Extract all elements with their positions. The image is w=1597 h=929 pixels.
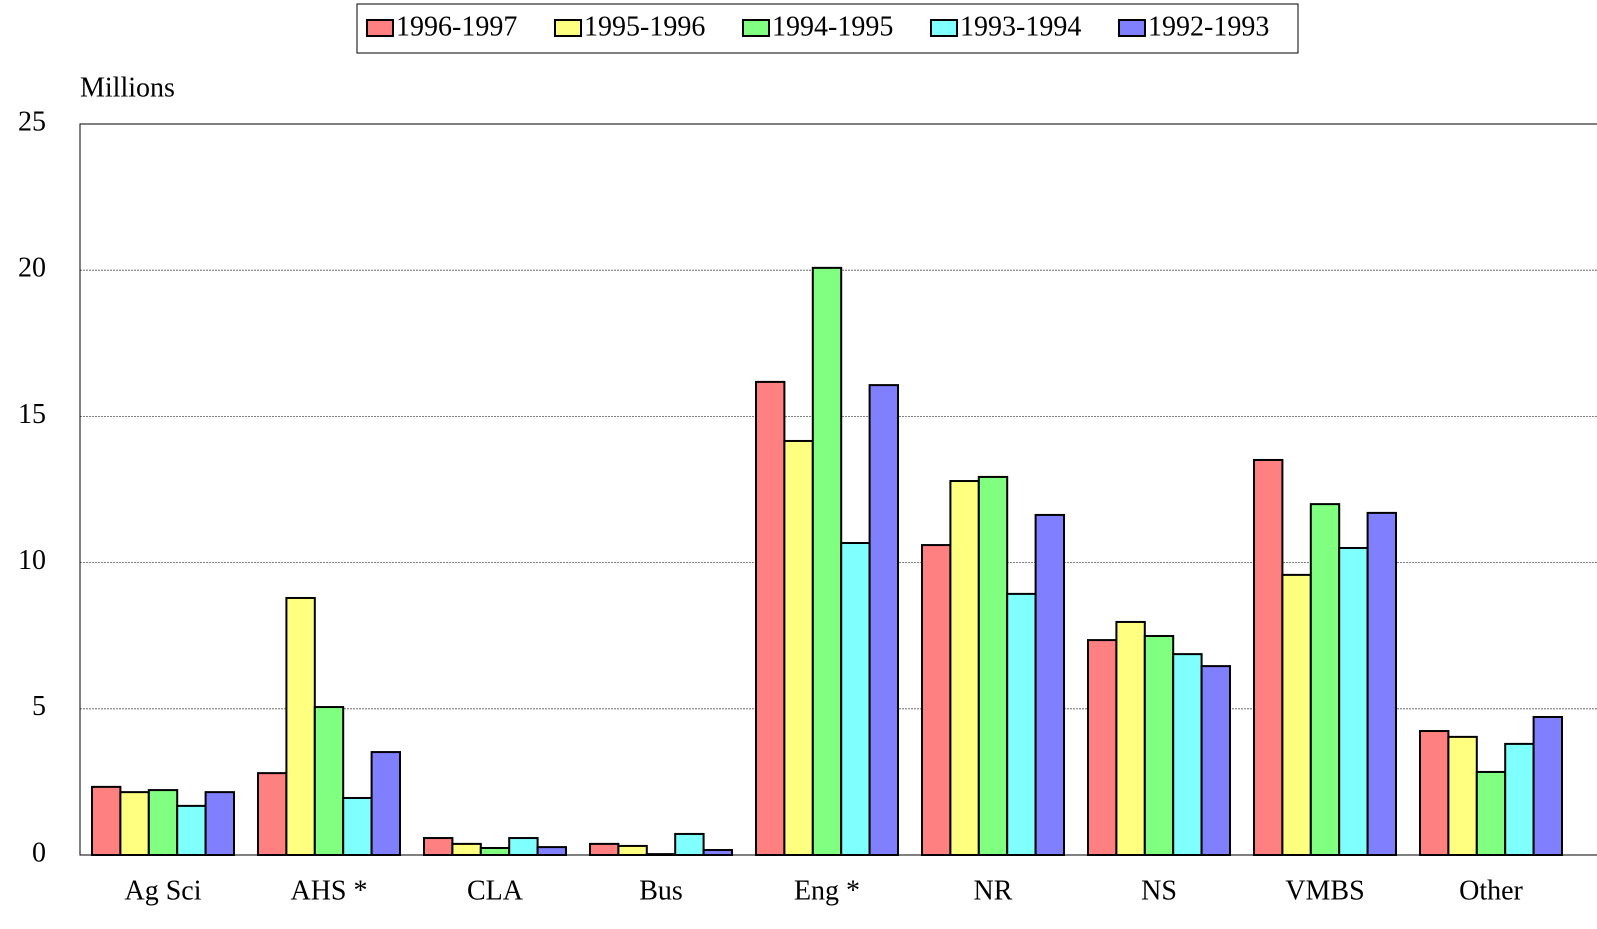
legend-swatch — [554, 19, 582, 37]
bar — [1447, 735, 1478, 857]
x-tick-label: Eng * — [794, 875, 860, 906]
y-tick-label: 5 — [32, 691, 46, 722]
bar — [1281, 573, 1312, 856]
legend-label: 1994-1995 — [772, 11, 893, 42]
bar — [840, 542, 871, 857]
legend-label: 1996-1997 — [396, 11, 517, 42]
bar — [1034, 513, 1065, 856]
bar — [147, 789, 179, 857]
bar — [674, 832, 705, 857]
bar — [1366, 511, 1397, 857]
bar — [1006, 592, 1037, 856]
bar — [589, 842, 620, 856]
bar — [868, 384, 899, 856]
bar — [370, 751, 402, 856]
bar — [423, 837, 454, 856]
bar — [451, 842, 482, 856]
bar — [176, 804, 207, 856]
x-tick-label: Bus — [639, 875, 683, 906]
y-tick-label: 10 — [18, 545, 46, 576]
bar — [1087, 639, 1118, 856]
legend-label: 1993-1994 — [960, 11, 1081, 42]
bar — [811, 266, 843, 857]
legend-swatch — [930, 19, 958, 37]
bar — [313, 706, 345, 856]
bar — [1504, 742, 1535, 856]
x-tick-label: Other — [1459, 875, 1523, 906]
y-tick-label: 25 — [18, 106, 46, 137]
bar — [755, 380, 786, 856]
bar — [702, 849, 733, 856]
bar — [645, 853, 677, 857]
bar — [119, 791, 150, 856]
bar — [1172, 653, 1203, 857]
bar — [508, 837, 539, 856]
x-tick-label: NS — [1141, 875, 1177, 906]
bar — [91, 785, 122, 856]
x-tick-label: AHS * — [290, 875, 367, 906]
bar — [977, 475, 1009, 856]
bar — [1338, 546, 1369, 856]
bar — [783, 439, 814, 856]
bar — [1200, 665, 1231, 857]
bar — [1253, 458, 1284, 856]
bar — [536, 846, 567, 857]
y-axis-label: Millions — [80, 72, 175, 103]
bar — [285, 596, 316, 856]
legend-swatch — [742, 19, 770, 37]
bar — [1115, 620, 1146, 857]
legend-swatch — [1118, 19, 1146, 37]
legend-swatch — [366, 19, 394, 37]
y-tick-label: 0 — [32, 837, 46, 868]
bar — [204, 791, 236, 856]
y-tick-label: 20 — [18, 253, 46, 284]
bar — [257, 772, 288, 856]
bar — [1475, 770, 1507, 856]
bar — [479, 846, 511, 857]
y-tick-label: 15 — [18, 399, 46, 430]
legend-label: 1995-1996 — [584, 11, 705, 42]
bar — [1419, 730, 1450, 856]
x-tick-label: VMBS — [1285, 875, 1364, 906]
bar — [1532, 715, 1563, 856]
bar — [617, 844, 648, 857]
bar — [1309, 503, 1341, 856]
bar — [949, 480, 980, 856]
bar — [1143, 634, 1175, 856]
x-tick-label: CLA — [467, 875, 524, 906]
legend-label: 1992-1993 — [1148, 11, 1269, 42]
x-tick-label: NR — [974, 875, 1013, 906]
bar — [342, 796, 373, 856]
bar — [921, 544, 952, 857]
x-tick-label: Ag Sci — [125, 875, 202, 906]
